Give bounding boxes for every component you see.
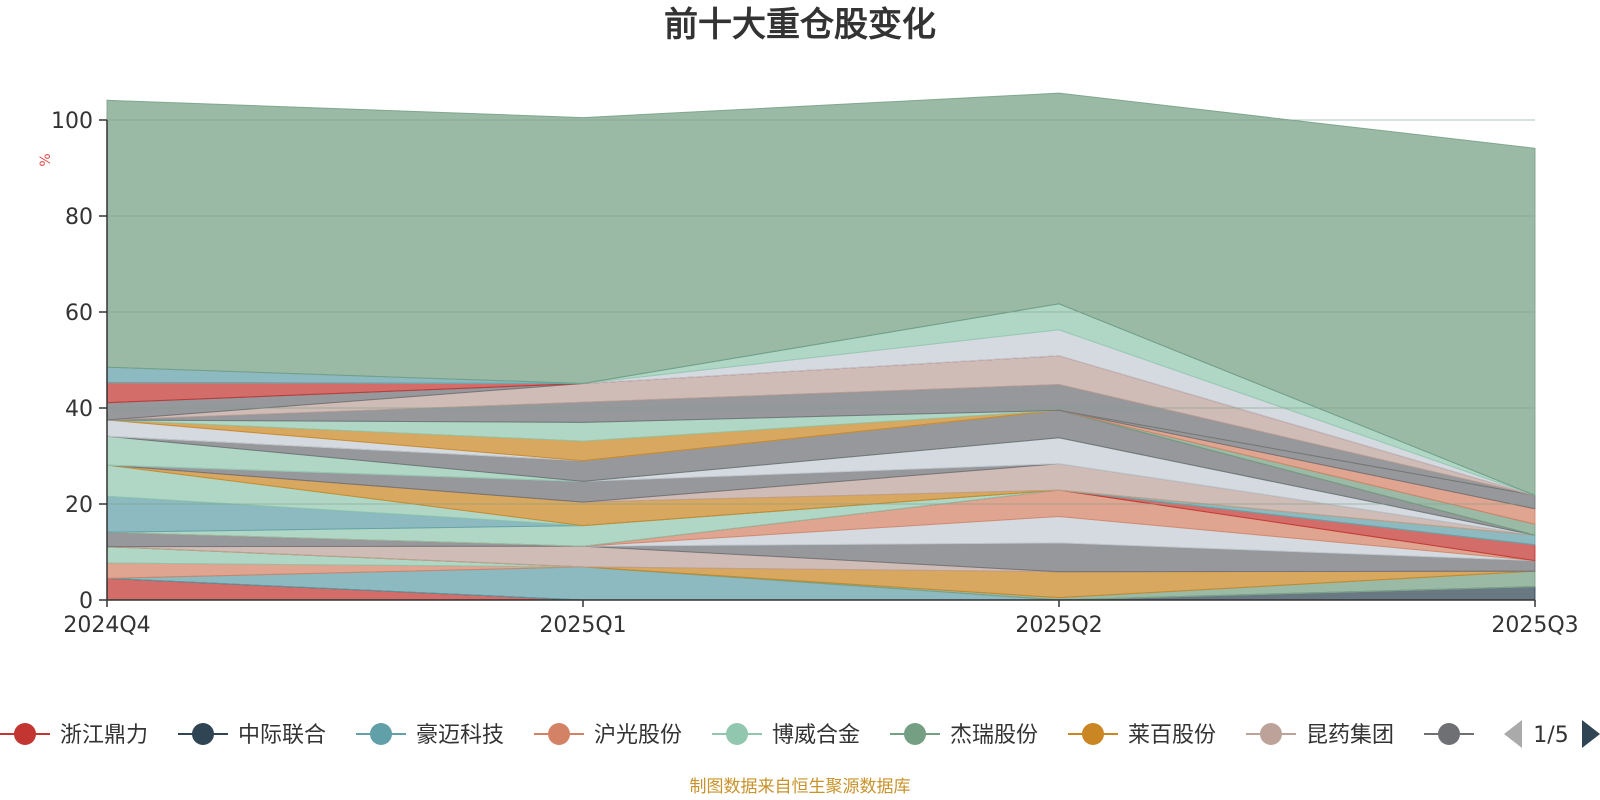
legend-item-7[interactable]: 莱百股份 xyxy=(1068,723,1216,748)
legend: 浙江鼎力 中际联合 豪迈科技 沪光股份 博威合金 杰瑞股份 莱百股份 昆药集团 派能科技 xyxy=(0,723,1572,748)
x-tick-label-3: 2025Q2 xyxy=(1015,613,1102,638)
legend-label: 沪光股份 xyxy=(594,723,682,748)
legend-marker xyxy=(904,723,926,745)
y-tick-label-5: 80 xyxy=(65,205,93,230)
legend-label: 豪迈科技 xyxy=(416,723,504,748)
legend-marker xyxy=(548,723,570,745)
legend-marker xyxy=(370,723,392,745)
legend-label: 莱百股份 xyxy=(1128,723,1216,748)
y-tick-label-3: 40 xyxy=(65,397,93,422)
axes xyxy=(106,120,1535,601)
legend-label: 杰瑞股份 xyxy=(950,723,1038,748)
legend-label: 浙江鼎力 xyxy=(60,723,148,748)
source-note: 制图数据来自恒生聚源数据库 xyxy=(690,777,911,797)
y-tick-label-4: 60 xyxy=(65,301,93,326)
legend-item-9[interactable]: 派能科技 xyxy=(1424,723,1572,748)
legend-prev-arrow-icon[interactable] xyxy=(1504,720,1522,748)
legend-next-arrow-icon[interactable] xyxy=(1582,720,1600,748)
legend-item-4[interactable]: 沪光股份 xyxy=(534,723,682,748)
y-tick-label-1: 0 xyxy=(79,589,93,614)
legend-page-indicator: 1/5 xyxy=(1533,723,1568,748)
x-tick-label-2: 2025Q1 xyxy=(539,613,626,638)
x-tick-label-4: 2025Q3 xyxy=(1491,613,1578,638)
legend-marker xyxy=(1438,723,1460,745)
grid-lines xyxy=(107,119,1535,505)
x-tick-label-1: 2024Q4 xyxy=(63,613,150,638)
area-layers xyxy=(106,92,1536,601)
y-tick-label-6: 100 xyxy=(51,109,93,134)
legend-item-6[interactable]: 杰瑞股份 xyxy=(890,723,1038,748)
legend-item-2[interactable]: 中际联合 xyxy=(178,723,326,748)
legend-item-3[interactable]: 豪迈科技 xyxy=(356,723,504,748)
y-axis-label: % xyxy=(38,153,54,166)
legend-label: 中际联合 xyxy=(238,723,326,748)
legend-item-8[interactable]: 昆药集团 xyxy=(1246,723,1394,748)
legend-marker xyxy=(1082,723,1104,745)
area-series-35 xyxy=(106,92,1536,497)
legend-marker xyxy=(14,723,36,745)
chart-title: 前十大重仓股变化 xyxy=(664,5,936,45)
y-tick-label-2: 20 xyxy=(65,493,93,518)
legend-pager: 1/5 xyxy=(1504,720,1600,748)
tick-labels: 0 20 40 60 80 100 2024Q4 2025Q1 2025Q2 2025Q3 xyxy=(51,109,1579,638)
legend-item-1[interactable]: 浙江鼎力 xyxy=(0,723,148,748)
legend-marker xyxy=(192,723,214,745)
legend-marker xyxy=(726,723,748,745)
legend-marker xyxy=(1260,723,1282,745)
legend-label: 昆药集团 xyxy=(1306,723,1394,748)
legend-label: 博威合金 xyxy=(772,723,860,748)
legend-item-5[interactable]: 博威合金 xyxy=(712,723,860,748)
